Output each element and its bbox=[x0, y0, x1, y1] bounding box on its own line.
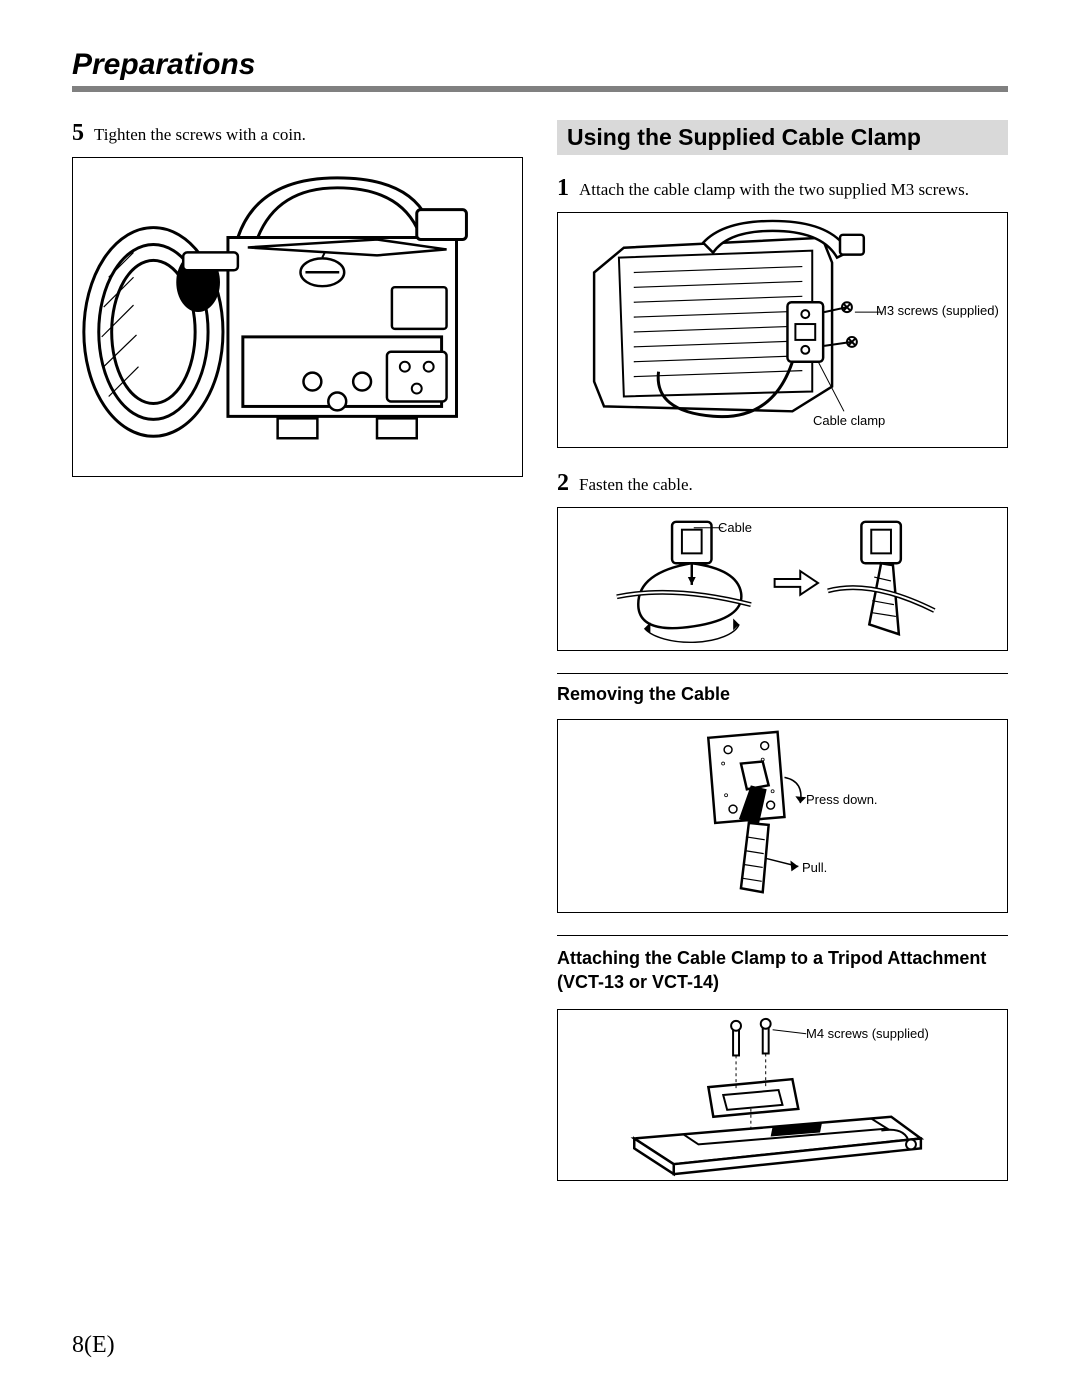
callout-m3-screws: M3 screws (supplied) bbox=[876, 303, 999, 318]
left-column: 5 Tighten the screws with a coin. bbox=[72, 120, 523, 1181]
step-2-text: Fasten the cable. bbox=[579, 473, 693, 497]
page-title: Preparations bbox=[72, 48, 1008, 82]
step-5-number: 5 bbox=[72, 120, 84, 147]
step-1-number: 1 bbox=[557, 175, 569, 202]
figure-remove-cable: Press down. Pull. bbox=[557, 719, 1008, 913]
remove-cable-illustration bbox=[558, 720, 1007, 912]
callout-press-down: Press down. bbox=[806, 792, 878, 807]
divider-remove bbox=[557, 673, 1008, 674]
right-column: Using the Supplied Cable Clamp 1 Attach … bbox=[557, 120, 1008, 1181]
section-header-cable-clamp: Using the Supplied Cable Clamp bbox=[557, 120, 1008, 155]
title-rule bbox=[72, 86, 1008, 92]
figure-fasten-cable: Cable bbox=[557, 507, 1008, 651]
subheading-removing-cable: Removing the Cable bbox=[557, 684, 1008, 705]
figure-attach-clamp: M3 screws (supplied) Cable clamp bbox=[557, 212, 1008, 448]
subheading-tripod-attach: Attaching the Cable Clamp to a Tripod At… bbox=[557, 946, 1008, 995]
content-columns: 5 Tighten the screws with a coin. bbox=[72, 120, 1008, 1181]
callout-cable: Cable bbox=[718, 520, 752, 535]
step-5: 5 Tighten the screws with a coin. bbox=[72, 120, 523, 147]
step-5-text: Tighten the screws with a coin. bbox=[94, 123, 306, 147]
callout-pull: Pull. bbox=[802, 860, 827, 875]
tripod-illustration bbox=[558, 1010, 1007, 1180]
camera-back-illustration bbox=[73, 158, 522, 476]
callout-m4-screws: M4 screws (supplied) bbox=[806, 1026, 929, 1041]
figure-tripod-attachment: M4 screws (supplied) bbox=[557, 1009, 1008, 1181]
divider-tripod bbox=[557, 935, 1008, 936]
step-2-number: 2 bbox=[557, 470, 569, 497]
step-1: 1 Attach the cable clamp with the two su… bbox=[557, 175, 1008, 202]
step-2: 2 Fasten the cable. bbox=[557, 470, 1008, 497]
camera-clamp-illustration bbox=[558, 213, 1007, 447]
callout-cable-clamp: Cable clamp bbox=[813, 413, 885, 428]
step-1-text: Attach the cable clamp with the two supp… bbox=[579, 178, 969, 202]
fasten-cable-illustration bbox=[558, 508, 1007, 650]
figure-tighten-screws bbox=[72, 157, 523, 477]
page-number: 8(E) bbox=[72, 1332, 115, 1359]
